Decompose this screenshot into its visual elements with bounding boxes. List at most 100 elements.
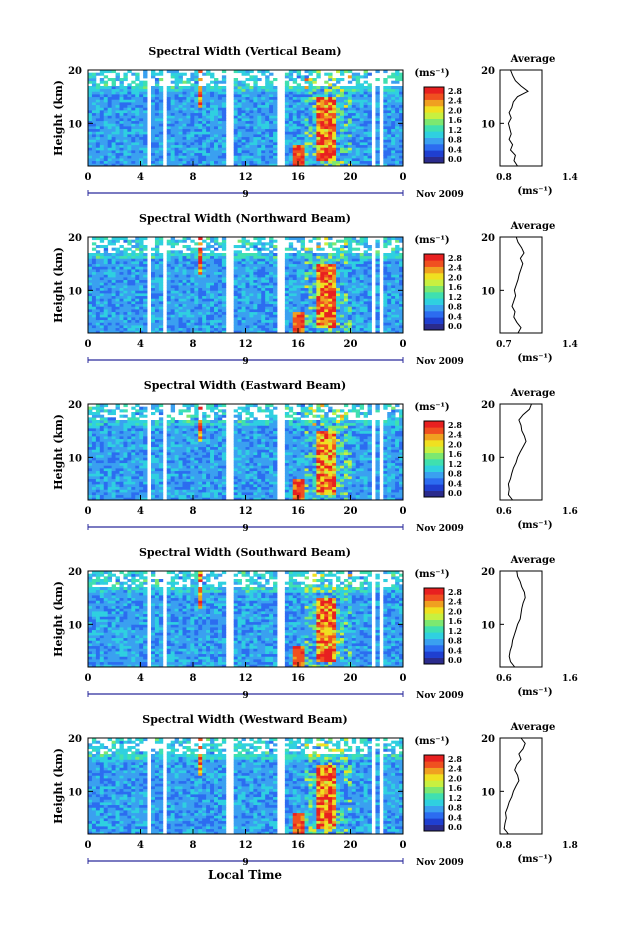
heatmap-cell bbox=[383, 317, 388, 321]
heatmap-cell bbox=[99, 245, 105, 249]
heatmap-cell bbox=[292, 107, 298, 111]
heatmap-cell bbox=[88, 473, 93, 477]
heatmap-cell bbox=[154, 314, 160, 318]
heatmap-cell bbox=[284, 94, 290, 98]
heatmap-cell bbox=[198, 263, 203, 267]
heatmap-cell bbox=[123, 287, 128, 291]
heatmap-cell bbox=[316, 155, 321, 159]
heatmap-cell bbox=[332, 150, 337, 154]
heatmap-cell bbox=[135, 163, 140, 167]
heatmap-cell bbox=[166, 91, 172, 95]
heatmap-cell bbox=[367, 298, 372, 302]
heatmap-cell bbox=[320, 319, 325, 323]
heatmap-cell bbox=[233, 96, 239, 100]
heatmap-cell bbox=[284, 303, 290, 307]
heatmap-cell bbox=[221, 107, 227, 111]
heatmap-cell bbox=[288, 150, 294, 154]
heatmap-cell bbox=[127, 322, 132, 326]
heatmap-cell bbox=[304, 112, 309, 116]
heatmap-cell bbox=[233, 311, 239, 315]
heatmap-cell bbox=[198, 147, 203, 151]
heatmap-cell bbox=[261, 160, 266, 164]
heatmap-cell bbox=[336, 311, 341, 315]
heatmap-cell bbox=[115, 303, 120, 307]
heatmap-cell bbox=[91, 422, 97, 426]
heatmap-cell bbox=[194, 102, 199, 106]
heatmap-cell bbox=[237, 277, 242, 281]
heatmap-cell bbox=[135, 309, 140, 313]
heatmap-cell bbox=[143, 104, 148, 108]
heatmap-cell bbox=[288, 237, 294, 241]
heatmap-cell bbox=[206, 271, 211, 275]
heatmap-cell bbox=[359, 258, 365, 262]
heatmap-cell bbox=[269, 279, 274, 283]
heatmap-cell bbox=[332, 255, 337, 259]
heatmap-cell bbox=[127, 255, 132, 259]
heatmap-cell bbox=[170, 91, 176, 95]
heatmap-cell bbox=[143, 237, 148, 241]
heatmap-cell bbox=[367, 285, 372, 289]
heatmap-cell bbox=[261, 319, 266, 323]
heatmap-cell bbox=[202, 285, 207, 289]
heatmap-cell bbox=[261, 104, 266, 108]
heatmap-cell bbox=[170, 245, 176, 249]
heatmap-cell bbox=[288, 160, 294, 164]
heatmap-cell bbox=[320, 88, 325, 92]
heatmap-cell bbox=[202, 150, 207, 154]
heatmap-cell bbox=[332, 277, 337, 281]
heatmap-cell bbox=[123, 237, 128, 241]
heatmap-cell bbox=[123, 247, 128, 251]
heatmap-cell bbox=[111, 258, 116, 262]
heatmap-cell bbox=[269, 239, 274, 243]
heatmap-cell bbox=[296, 75, 302, 79]
heatmap-cell bbox=[221, 86, 227, 90]
heatmap-cell bbox=[217, 120, 223, 124]
heatmap-cell bbox=[332, 306, 337, 310]
heatmap-cell bbox=[375, 70, 380, 74]
heatmap-cell bbox=[103, 115, 109, 119]
heatmap-cell bbox=[186, 96, 191, 100]
heatmap-cell bbox=[343, 263, 349, 267]
heatmap-cell bbox=[355, 282, 361, 286]
heatmap-cell bbox=[347, 152, 353, 156]
heatmap-cell bbox=[292, 247, 298, 251]
heatmap-cell bbox=[296, 330, 302, 334]
heatmap-cell bbox=[245, 322, 250, 326]
heatmap-cell bbox=[123, 285, 128, 289]
heatmap-cell bbox=[265, 75, 270, 79]
heatmap-cell bbox=[249, 317, 254, 321]
heatmap-cell bbox=[198, 118, 203, 122]
heatmap-cell bbox=[300, 266, 305, 270]
heatmap-cell bbox=[135, 314, 140, 318]
heatmap-cell bbox=[217, 319, 223, 323]
heatmap-cell bbox=[210, 158, 215, 162]
heatmap-cell bbox=[127, 118, 132, 122]
heatmap-cell bbox=[123, 88, 128, 92]
heatmap-cell bbox=[221, 319, 227, 323]
heatmap-cell bbox=[127, 301, 132, 305]
heatmap-cell bbox=[395, 247, 400, 251]
heatmap-cell bbox=[95, 158, 101, 162]
heatmap-cell bbox=[292, 298, 298, 302]
heatmap-cell bbox=[139, 327, 144, 331]
heatmap-cell bbox=[217, 301, 223, 305]
heatmap-cell bbox=[284, 293, 290, 297]
heatmap-cell bbox=[95, 134, 101, 138]
heatmap-cell bbox=[284, 277, 290, 281]
heatmap-cell bbox=[343, 314, 349, 318]
heatmap-cell bbox=[115, 163, 120, 167]
heatmap-cell bbox=[143, 303, 148, 307]
heatmap-cell bbox=[328, 271, 333, 275]
heatmap-cell bbox=[217, 112, 223, 116]
heatmap-cell bbox=[375, 160, 380, 164]
heatmap-cell bbox=[182, 118, 187, 122]
heatmap-cell bbox=[308, 147, 313, 151]
heatmap-cell bbox=[253, 306, 258, 310]
heatmap-cell bbox=[391, 99, 396, 103]
heatmap-cell bbox=[332, 136, 337, 140]
heatmap-cell bbox=[214, 136, 219, 140]
heatmap-cell bbox=[343, 285, 349, 289]
heatmap-cell bbox=[210, 287, 215, 291]
heatmap-cell bbox=[198, 158, 203, 162]
heatmap-cell bbox=[221, 295, 227, 299]
